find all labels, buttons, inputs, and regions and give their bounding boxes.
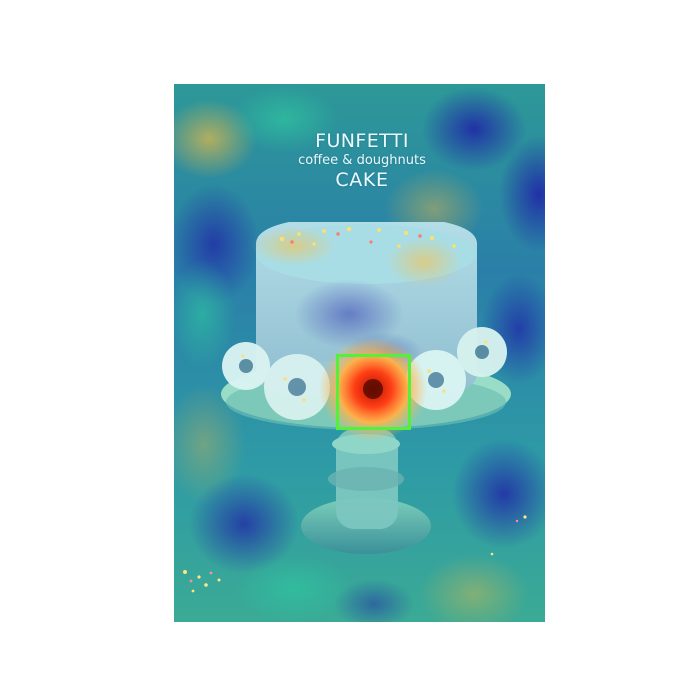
heatmap-photo-svg [174,84,545,622]
heatmap-photo: FUNFETTI coffee & doughnuts CAKE [174,84,545,622]
